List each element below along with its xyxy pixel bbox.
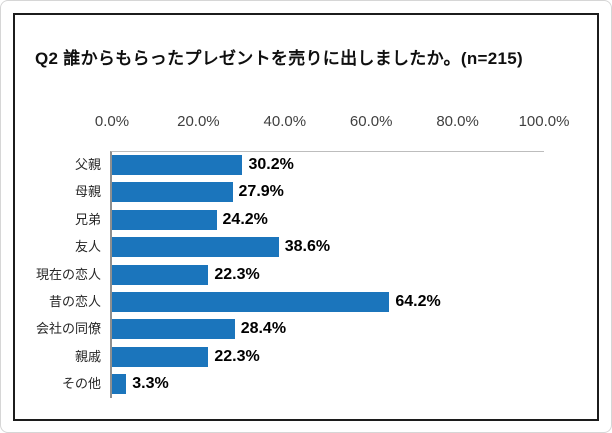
- category-label: 会社の同僚: [35, 321, 101, 337]
- bar: [112, 291, 390, 312]
- category-label: 父親: [74, 156, 101, 172]
- category-label: 昔の恋人: [48, 293, 101, 309]
- plot-area: [110, 151, 544, 398]
- value-label: 22.3%: [214, 265, 260, 283]
- value-label: 28.4%: [240, 320, 287, 338]
- category-label: その他: [61, 376, 101, 392]
- x-axis-tick-label: 20.0%: [177, 113, 220, 130]
- category-label: 兄弟: [74, 211, 101, 227]
- category-label: 友人: [74, 239, 101, 255]
- bar: [112, 264, 209, 285]
- bar: [112, 319, 235, 340]
- category-label: 現在の恋人: [35, 266, 101, 282]
- bar: [112, 209, 217, 230]
- value-label: 3.3%: [132, 375, 169, 393]
- value-label: 27.9%: [238, 183, 284, 201]
- x-axis-tick-label: 0.0%: [94, 113, 130, 130]
- value-label: 30.2%: [248, 155, 294, 173]
- value-label: 22.3%: [214, 347, 260, 365]
- value-label: 64.2%: [395, 292, 441, 310]
- bar: [112, 182, 233, 203]
- category-label: 親戚: [74, 348, 101, 364]
- bar: [112, 374, 127, 395]
- x-axis-tick-label: 100.0%: [518, 113, 570, 130]
- category-label: 母親: [74, 184, 101, 200]
- bar: [112, 346, 209, 367]
- bar: [112, 237, 279, 258]
- value-label: 38.6%: [284, 238, 331, 256]
- value-label: 24.2%: [222, 210, 268, 228]
- x-axis-tick-label: 40.0%: [263, 113, 307, 130]
- x-axis-tick-label: 60.0%: [349, 113, 393, 130]
- bar: [112, 154, 243, 175]
- chart-title: Q2 誰からもらったプレゼントを売りに出しましたか。(n=215): [35, 49, 523, 68]
- x-axis-tick-label: 80.0%: [436, 113, 479, 130]
